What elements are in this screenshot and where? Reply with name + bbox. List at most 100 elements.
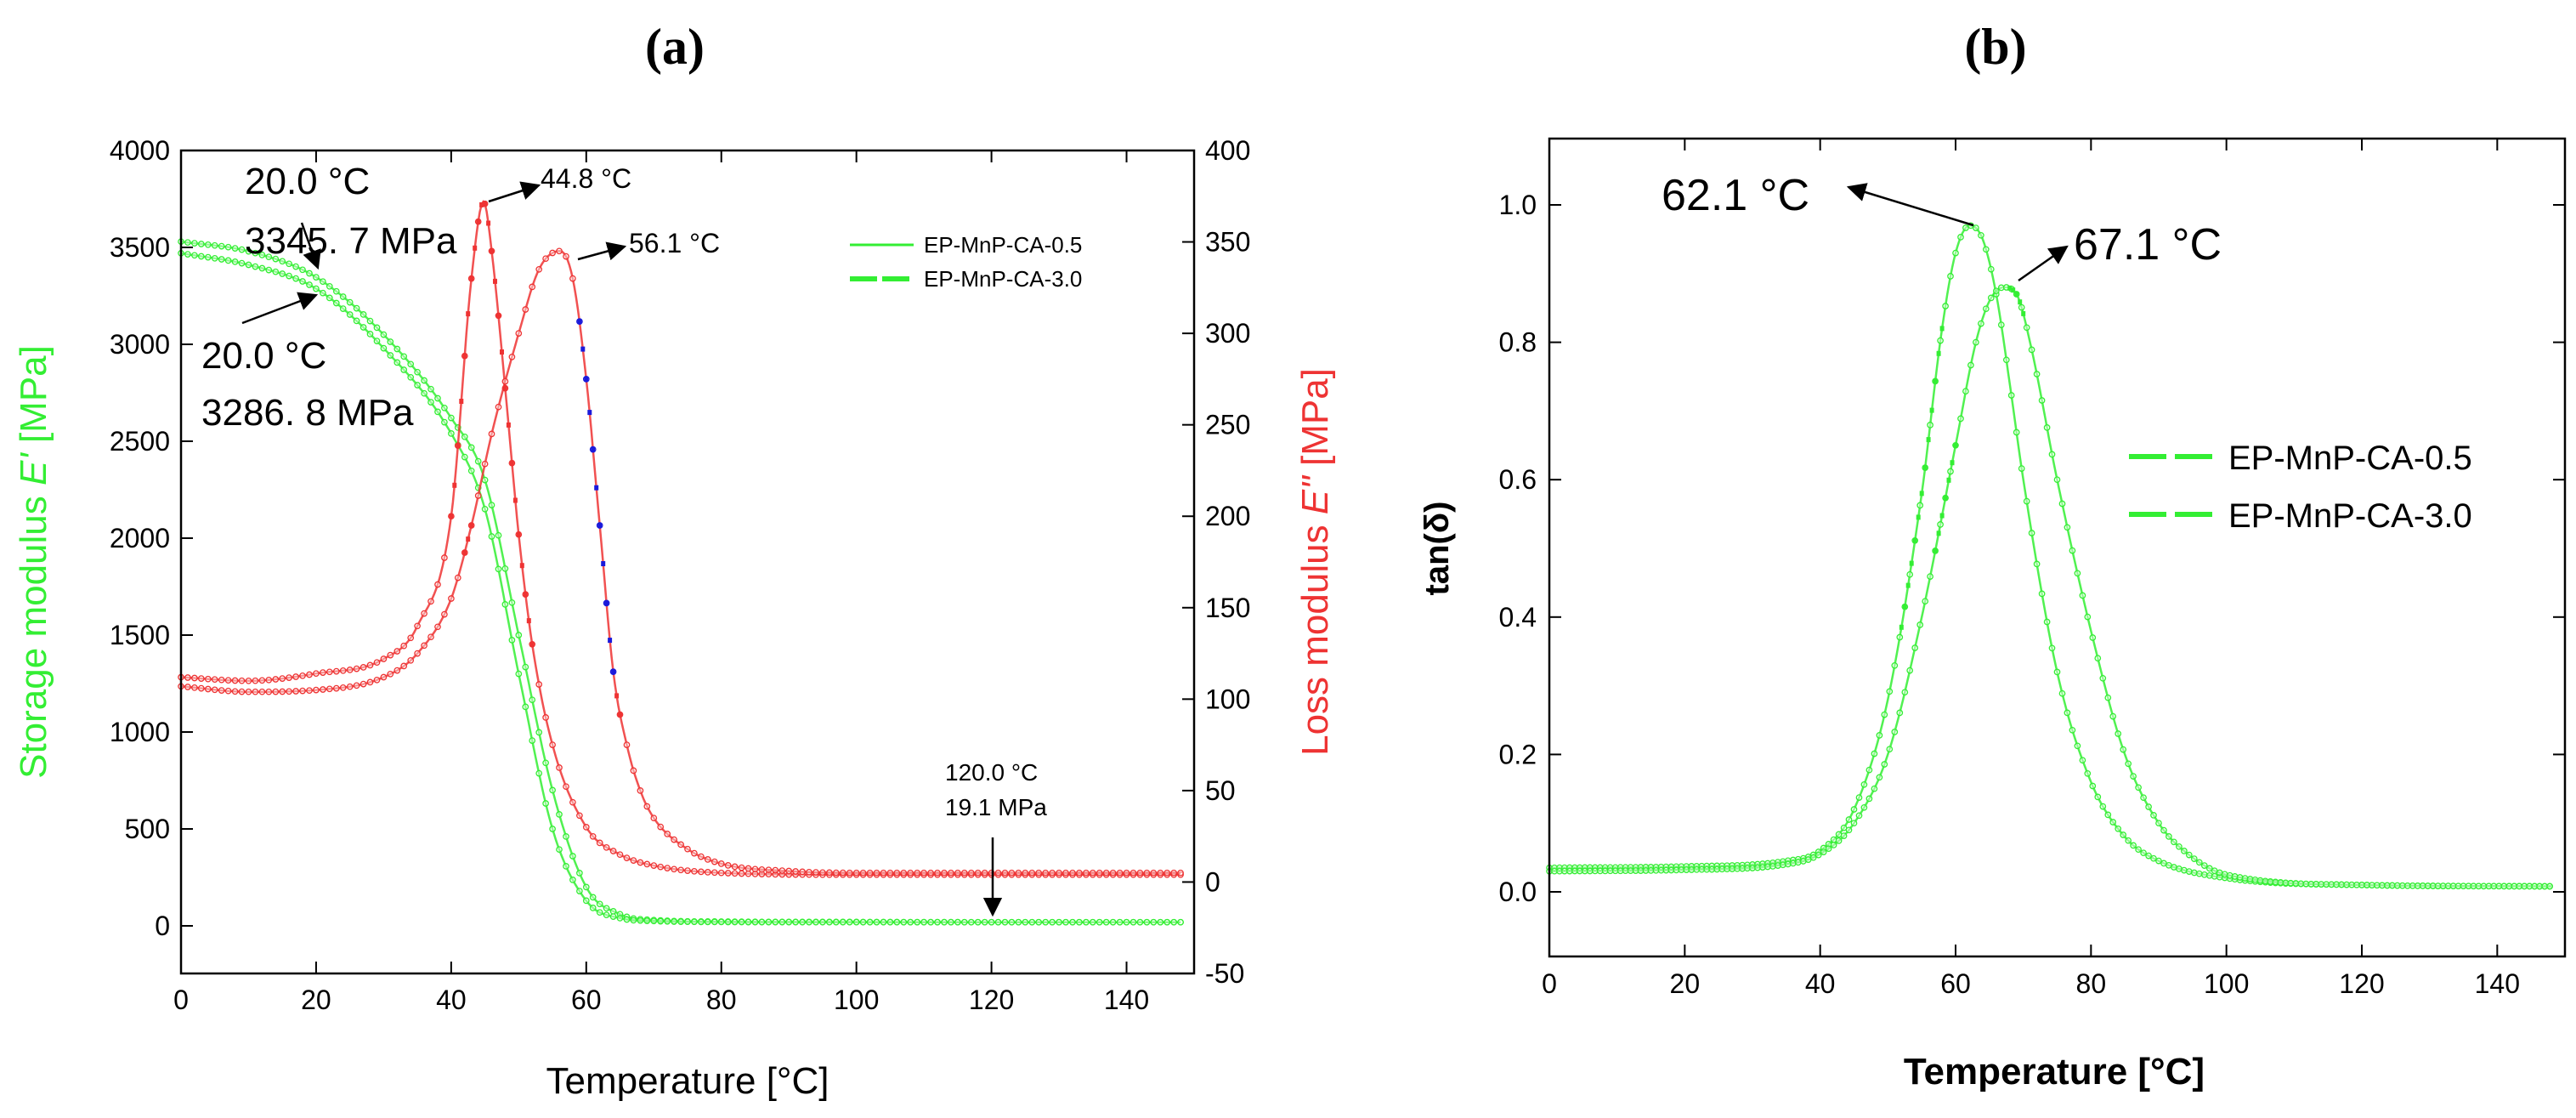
y-left-tick-label: 1500 xyxy=(110,620,170,650)
data-point xyxy=(1922,465,1928,471)
data-point xyxy=(2084,613,2092,621)
panel-b-legend: EP-MnP-CA-0.5 EP-MnP-CA-3.0 xyxy=(2129,440,2472,535)
data-point xyxy=(637,787,644,794)
data-point xyxy=(197,675,205,682)
data-point xyxy=(1947,273,1954,280)
data-point xyxy=(1939,326,1945,332)
data-point xyxy=(880,918,887,926)
y-right-tick-label: 300 xyxy=(1205,318,1250,349)
panel-a-annotations: 20.0 °C 3345. 7 MPa 20.0 °C 3286. 8 MPa … xyxy=(201,161,1047,917)
data-point xyxy=(184,684,191,690)
data-point xyxy=(1069,869,1076,877)
data-point xyxy=(339,305,347,312)
data-point xyxy=(490,248,494,254)
data-point xyxy=(2176,843,2183,850)
y-tick-label: 0.0 xyxy=(1499,877,1537,907)
data-point xyxy=(299,672,306,679)
y-right-tick-label: 200 xyxy=(1205,501,1250,531)
data-point xyxy=(339,667,347,674)
data-point xyxy=(643,860,651,868)
data-point xyxy=(1109,869,1117,877)
data-point xyxy=(1129,918,1137,926)
annotation-text: 56.1 °C xyxy=(629,228,720,258)
data-point xyxy=(839,918,846,926)
data-point xyxy=(2171,838,2177,846)
data-point xyxy=(2155,857,2162,865)
data-point xyxy=(1089,869,1096,877)
tan-curve-3-0-line xyxy=(1548,286,2552,888)
y-right-tick-label: 400 xyxy=(1205,135,1250,166)
data-point xyxy=(981,918,988,926)
data-point xyxy=(941,869,948,877)
data-point xyxy=(519,563,524,569)
data-point xyxy=(549,249,556,257)
data-point xyxy=(569,877,576,883)
data-point xyxy=(2109,712,2117,720)
data-point xyxy=(826,918,833,926)
data-point xyxy=(1901,689,1909,696)
data-point xyxy=(744,865,752,872)
data-point xyxy=(1953,442,1958,448)
data-point xyxy=(724,918,732,926)
data-point xyxy=(211,686,218,694)
data-point xyxy=(1001,918,1009,926)
data-point xyxy=(596,900,603,908)
data-point xyxy=(1177,918,1184,926)
data-point xyxy=(1876,732,1883,739)
data-point xyxy=(637,859,644,866)
data-point xyxy=(332,299,340,307)
data-point xyxy=(609,908,617,915)
data-point xyxy=(191,674,198,682)
data-point xyxy=(245,261,252,269)
data-point xyxy=(2064,709,2071,717)
data-point xyxy=(500,349,504,355)
data-point xyxy=(758,871,766,877)
data-point xyxy=(920,918,927,926)
data-point xyxy=(1820,848,1827,855)
data-point xyxy=(506,422,511,428)
data-point xyxy=(2079,592,2086,599)
data-point xyxy=(772,918,779,926)
legend-label: EP-MnP-CA-3.0 xyxy=(2228,497,2472,535)
data-point xyxy=(2200,871,2208,878)
data-point xyxy=(609,913,617,920)
data-point xyxy=(380,344,388,352)
data-point xyxy=(704,869,711,876)
data-point xyxy=(724,870,732,877)
panel-a-legend: EP-MnP-CA-0.5 EP-MnP-CA-3.0 xyxy=(850,232,1082,292)
data-point xyxy=(886,918,894,926)
y-right-tick-label: -50 xyxy=(1205,958,1244,989)
data-point xyxy=(542,800,549,807)
data-point xyxy=(272,688,280,695)
data-point xyxy=(481,505,489,513)
x-tick-label: 0 xyxy=(1542,968,1557,999)
data-point xyxy=(252,263,259,270)
data-point xyxy=(671,836,677,843)
data-point xyxy=(967,869,975,877)
data-point xyxy=(1860,780,1868,788)
data-point xyxy=(2181,848,2188,854)
data-point xyxy=(191,252,198,259)
data-point xyxy=(1962,388,1969,395)
data-point xyxy=(448,595,455,602)
data-point xyxy=(265,676,273,684)
data-point xyxy=(488,533,495,540)
data-point xyxy=(677,918,684,926)
panel-b-x-axis-title: Temperature [°C] xyxy=(1904,1051,2205,1092)
data-point xyxy=(360,311,367,318)
data-point xyxy=(614,693,620,699)
data-point xyxy=(496,313,501,319)
data-point xyxy=(1911,644,1919,651)
data-point xyxy=(698,853,705,860)
data-point xyxy=(197,253,205,260)
data-point xyxy=(941,918,948,926)
data-point xyxy=(873,869,880,877)
data-point xyxy=(326,294,333,302)
data-point xyxy=(711,869,718,877)
data-point xyxy=(650,917,658,925)
data-point xyxy=(320,278,326,286)
data-point xyxy=(1035,918,1043,926)
data-point xyxy=(1865,766,1873,774)
data-point xyxy=(434,394,441,402)
x-tick-label: 80 xyxy=(2076,968,2107,999)
